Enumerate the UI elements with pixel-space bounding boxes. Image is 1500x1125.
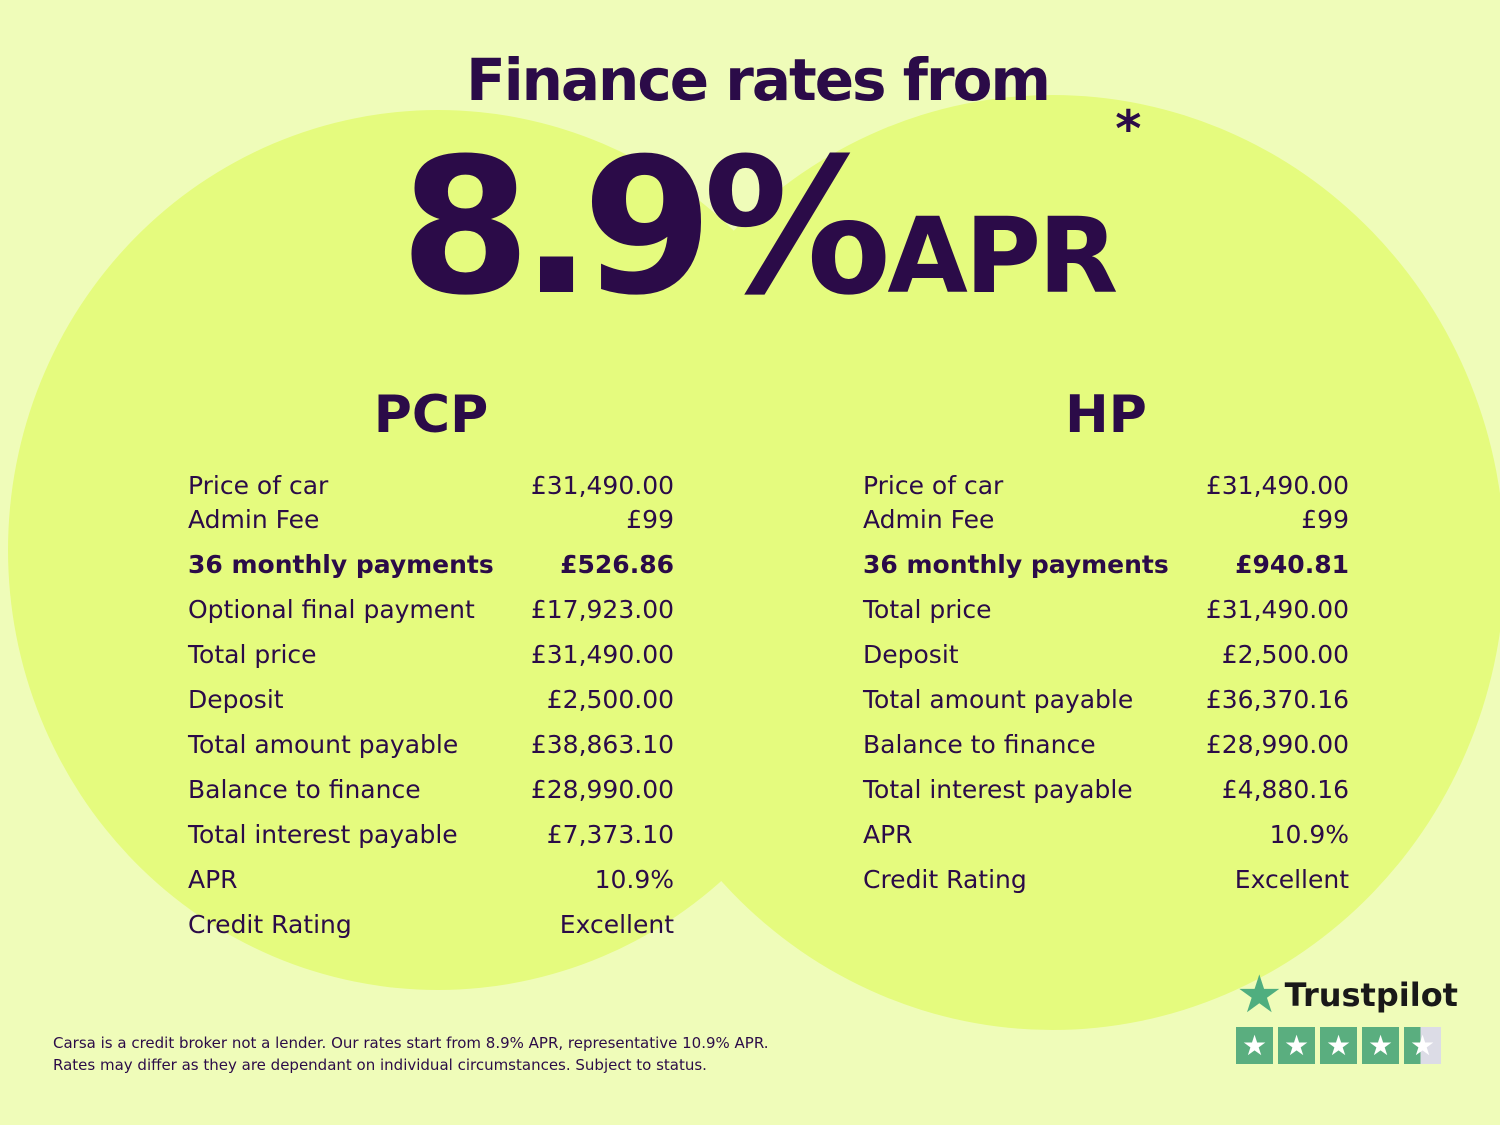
row-label: Optional final payment: [188, 595, 475, 624]
row-label: 36 monthly payments: [863, 550, 1169, 579]
row-label: Deposit: [863, 640, 959, 669]
headline-title: Finance rates from: [466, 46, 1051, 114]
table-row: Total interest payable £7,373.10: [188, 820, 674, 865]
pcp-heading: PCP: [373, 385, 489, 445]
table-row: Deposit £2,500.00: [863, 640, 1349, 685]
background-circle-right: [600, 95, 1500, 1030]
table-row: APR 10.9%: [863, 820, 1349, 865]
asterisk: *: [1115, 100, 1142, 158]
table-row: Total price £31,490.00: [188, 640, 674, 685]
table-row: Price of car £31,490.00: [188, 471, 674, 505]
row-value: £31,490.00: [530, 471, 674, 500]
trustpilot-rating: ★ ★ ★ ★ ★: [1236, 1027, 1458, 1064]
pcp-table: PCP Price of car £31,490.00 Admin Fee £99 36…: [188, 385, 674, 955]
table-row: APR 10.9%: [188, 865, 674, 910]
table-row: Optional final payment £17,923.00: [188, 595, 674, 640]
table-row: Price of car £31,490.00: [863, 471, 1349, 505]
row-label: Total interest payable: [188, 820, 458, 849]
star-icon: ★: [1236, 1027, 1273, 1064]
table-row: Balance to finance £28,990.00: [863, 730, 1349, 775]
disclaimer-line-1: Carsa is a credit broker not a lender. O…: [53, 1034, 769, 1052]
star-icon: ★: [1362, 1027, 1399, 1064]
rate-value: 8.9%: [400, 118, 891, 337]
table-row: Admin Fee £99: [188, 505, 674, 550]
table-row: Total amount payable £38,863.10: [188, 730, 674, 775]
row-value: £28,990.00: [1205, 730, 1349, 759]
row-value: 10.9%: [1269, 820, 1349, 849]
table-row: 36 monthly payments £526.86: [188, 550, 674, 595]
row-label: Price of car: [188, 471, 329, 500]
trustpilot-logo: ★ Trustpilot: [1236, 965, 1458, 1025]
table-row: 36 monthly payments £940.81: [863, 550, 1349, 595]
row-label: Admin Fee: [863, 505, 995, 534]
row-value: £2,500.00: [546, 685, 674, 714]
table-row: Balance to finance £28,990.00: [188, 775, 674, 820]
disclaimer-line-2: Rates may differ as they are dependant o…: [53, 1056, 707, 1074]
table-row: Credit Rating Excellent: [863, 865, 1349, 910]
row-label: Balance to finance: [863, 730, 1096, 759]
disclaimer: Carsa is a credit broker not a lender. O…: [53, 1032, 769, 1076]
row-label: Total interest payable: [863, 775, 1133, 804]
row-label: APR: [188, 865, 238, 894]
row-value: £28,990.00: [530, 775, 674, 804]
row-value: Excellent: [559, 910, 674, 939]
row-label: Credit Rating: [188, 910, 352, 939]
headline-rate: 8.9%APR *: [400, 100, 1141, 337]
row-label: APR: [863, 820, 913, 849]
table-row: Admin Fee £99: [863, 505, 1349, 550]
star-icon: ★: [1278, 1027, 1315, 1064]
row-label: 36 monthly payments: [188, 550, 494, 579]
row-value: £940.81: [1235, 550, 1349, 579]
row-value: £2,500.00: [1221, 640, 1349, 669]
row-value: Excellent: [1234, 865, 1349, 894]
row-label: Deposit: [188, 685, 284, 714]
row-label: Total price: [863, 595, 992, 624]
row-value: £38,863.10: [530, 730, 674, 759]
row-value: £31,490.00: [1205, 595, 1349, 624]
trustpilot-name: Trustpilot: [1284, 976, 1458, 1014]
hp-table: HP Price of car £31,490.00 Admin Fee £99 36 …: [863, 385, 1349, 910]
row-value: £99: [1301, 505, 1349, 534]
table-row: Total price £31,490.00: [863, 595, 1349, 640]
star-icon: ★: [1236, 965, 1283, 1025]
row-value: £4,880.16: [1221, 775, 1349, 804]
row-label: Admin Fee: [188, 505, 320, 534]
row-value: £17,923.00: [530, 595, 674, 624]
row-value: £7,373.10: [546, 820, 674, 849]
row-value: £36,370.16: [1205, 685, 1349, 714]
half-star-icon: ★: [1404, 1027, 1441, 1064]
apr-label: APR: [887, 195, 1118, 317]
row-value: £99: [626, 505, 674, 534]
row-label: Credit Rating: [863, 865, 1027, 894]
row-label: Total price: [188, 640, 317, 669]
table-row: Total interest payable £4,880.16: [863, 775, 1349, 820]
row-label: Balance to finance: [188, 775, 421, 804]
hp-heading: HP: [1065, 385, 1147, 445]
table-row: Credit Rating Excellent: [188, 910, 674, 955]
row-value: £31,490.00: [530, 640, 674, 669]
row-value: £31,490.00: [1205, 471, 1349, 500]
table-row: Total amount payable £36,370.16: [863, 685, 1349, 730]
table-row: Deposit £2,500.00: [188, 685, 674, 730]
trustpilot-badge[interactable]: ★ Trustpilot ★ ★ ★ ★ ★: [1236, 965, 1458, 1064]
row-label: Price of car: [863, 471, 1004, 500]
row-label: Total amount payable: [863, 685, 1134, 714]
row-value: £526.86: [560, 550, 674, 579]
row-label: Total amount payable: [188, 730, 459, 759]
star-icon: ★: [1320, 1027, 1357, 1064]
row-value: 10.9%: [594, 865, 674, 894]
